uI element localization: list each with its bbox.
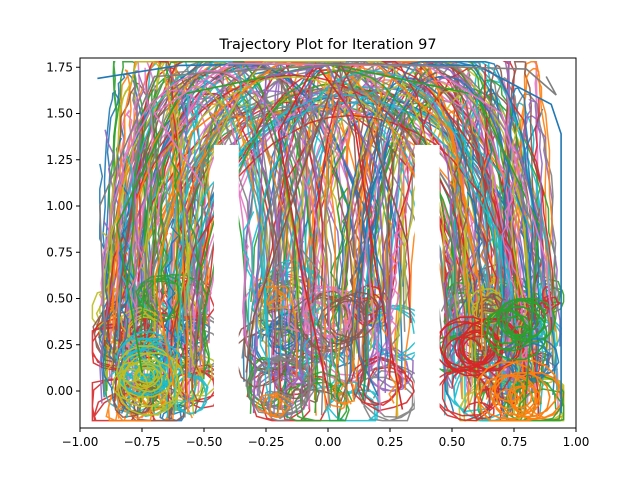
trajectory-line (279, 87, 518, 395)
x-tick-label: 0.25 (377, 435, 404, 449)
trajectory-line (170, 124, 210, 371)
trajectory-loop (493, 359, 560, 418)
trajectory-line (360, 80, 529, 404)
trajectory-line (156, 96, 293, 345)
trajectory-line (133, 74, 167, 374)
trajectory-line (302, 232, 319, 379)
trajectory-line (327, 380, 356, 410)
trajectory-loop (122, 352, 185, 407)
y-tick-label: 1.50 (46, 107, 73, 121)
trajectory-line (377, 141, 411, 378)
x-tick-label: 1.00 (563, 435, 590, 449)
x-tick-label: 0.75 (501, 435, 528, 449)
trajectory-loop (121, 331, 172, 376)
trajectory-line (518, 98, 546, 313)
y-tick-label: 0.75 (46, 245, 73, 259)
trajectory-line (320, 60, 392, 416)
trajectory-loop (493, 375, 524, 402)
trajectory-line (352, 60, 472, 407)
x-tick-label: −0.50 (186, 435, 223, 449)
trajectory-loop (510, 385, 542, 413)
trajectory-loop (486, 306, 548, 361)
y-tick-label: 0.50 (46, 292, 73, 306)
trajectory-line (350, 355, 415, 412)
trajectory-series-4 (252, 64, 391, 414)
trajectory-loop (440, 322, 502, 377)
trajectory-line (144, 88, 498, 381)
trajectory-line (443, 145, 460, 381)
trajectory-loop (128, 337, 165, 370)
trajectory-loop (492, 372, 551, 422)
trajectory-loop (461, 318, 522, 372)
trajectory-line (352, 362, 427, 422)
trajectory-loop (133, 367, 156, 387)
trajectory-line (510, 117, 528, 416)
trajectory-loop (115, 345, 176, 398)
trajectory-loop (461, 335, 496, 366)
trajectory-loop (443, 336, 484, 372)
trajectory-line (104, 129, 130, 392)
x-tick-label: −0.25 (248, 435, 285, 449)
trajectory-line (298, 237, 329, 407)
trajectory-line (175, 60, 445, 412)
trajectory-line (176, 60, 266, 342)
trajectory-line (514, 67, 557, 332)
trajectory-loop (121, 352, 163, 390)
trajectory-loop (496, 388, 519, 410)
y-tick-label: 1.25 (46, 153, 73, 167)
trajectory-line (349, 60, 540, 382)
trajectory-line (284, 371, 353, 422)
x-tick-label: 0.50 (439, 435, 466, 449)
trajectory-line (168, 100, 545, 322)
trajectory-line (463, 373, 533, 420)
wall-0 (213, 144, 239, 426)
y-tick-label: 1.00 (46, 199, 73, 213)
trajectory-series-7 (98, 62, 557, 336)
trajectory-line (115, 379, 167, 422)
trajectory-line (100, 89, 258, 347)
wall-1 (414, 144, 440, 426)
trajectory-loop (504, 297, 556, 343)
trajectory-line (165, 63, 206, 362)
trajectory-series-2 (116, 62, 540, 392)
axes: −1.00 −0.75 −0.50 −0.25 0.00 0.25 0.50 0.75 1.00… (46, 57, 590, 449)
trajectory-line (100, 70, 334, 366)
chart-title: Trajectory Plot for Iteration 97 (218, 37, 436, 53)
trajectory-line (297, 284, 357, 339)
trajectory-line (247, 70, 505, 344)
trajectory-series-0 (97, 62, 562, 414)
trajectory-line (116, 109, 139, 323)
trajectory-line (324, 381, 382, 422)
trajectory-loop (486, 308, 526, 344)
y-tick-label: 0.00 (46, 384, 73, 398)
trajectory-line (255, 391, 295, 419)
trajectory-line (369, 90, 533, 351)
trajectory-line (246, 356, 293, 410)
trajectory-line (157, 151, 187, 387)
trajectory-line (181, 94, 521, 379)
y-tick-label: 1.75 (46, 60, 73, 74)
trajectory-loop (506, 314, 531, 336)
x-tick-label: −1.00 (62, 435, 99, 449)
trajectory-line (335, 77, 489, 354)
x-tick-label: −0.75 (124, 435, 161, 449)
trajectory-line (150, 89, 160, 414)
trajectory-series-5 (245, 61, 409, 373)
trajectory-line (120, 384, 187, 422)
trajectory-loop (123, 347, 174, 393)
trajectory-line (357, 346, 414, 392)
trajectory-line (502, 374, 565, 422)
trajectory-line (242, 211, 271, 403)
x-tick-label: 0.00 (315, 435, 342, 449)
plot-area (91, 60, 565, 426)
y-tick-label: 0.25 (46, 338, 73, 352)
